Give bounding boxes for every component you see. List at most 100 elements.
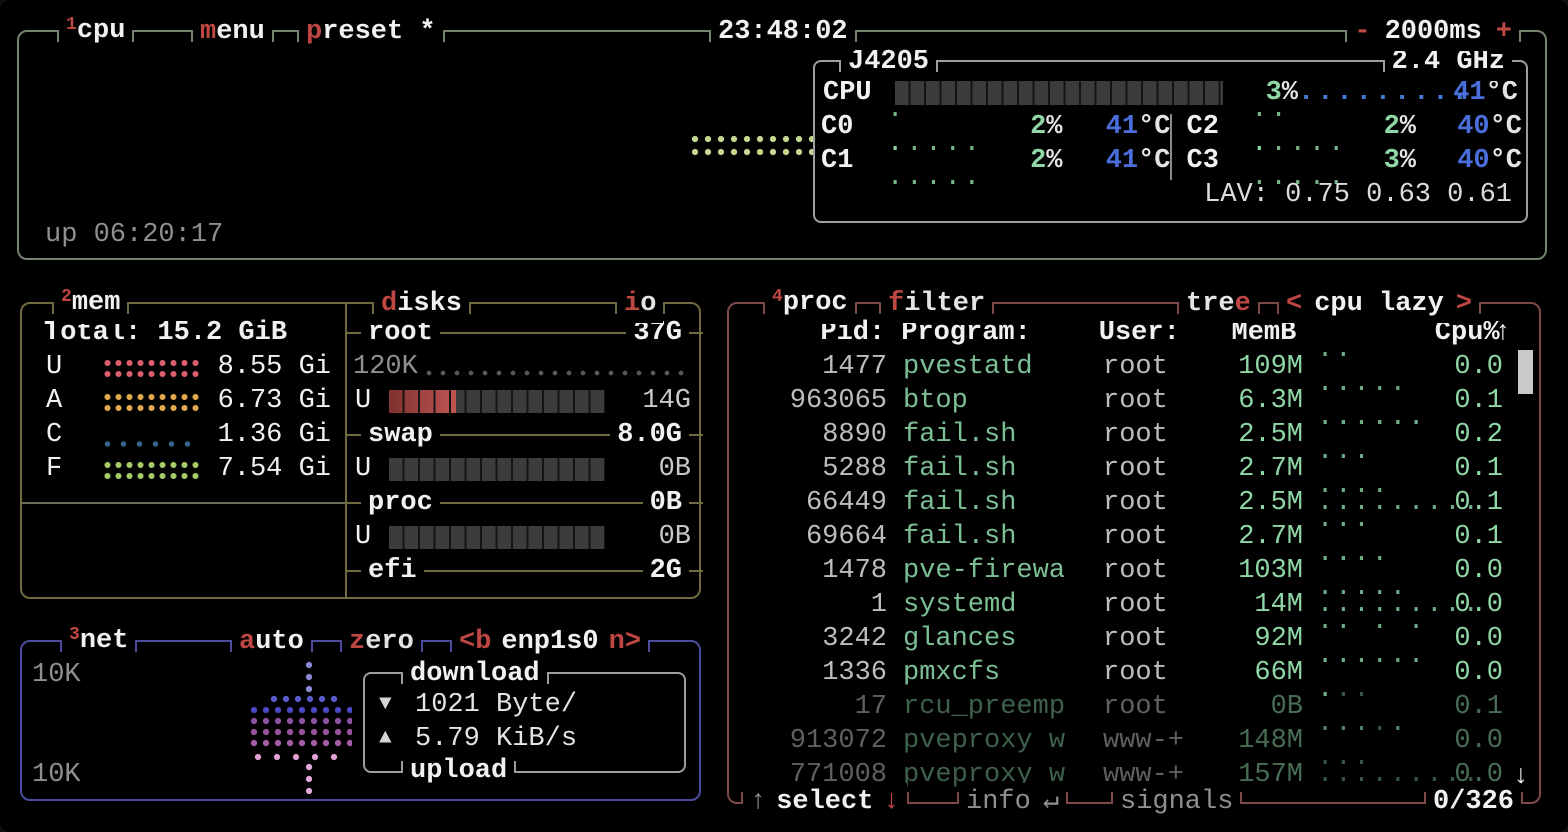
core-c3-label: C3	[1186, 146, 1219, 176]
process-row[interactable]: 1336 pmxcfs root 66M...... . 0.0	[822, 641, 1503, 705]
process-row[interactable]: 5288 fail.sh root 2.7M... .... 0.1	[822, 437, 1503, 501]
core-c2-label: C2	[1186, 112, 1219, 142]
mem-used-value: 8.55 Gi	[217, 352, 331, 382]
disk-root-used-value: 14G	[642, 386, 691, 416]
process-row[interactable]: 1 systemd root 14M......... 0.0	[870, 590, 1503, 620]
select-up-icon[interactable]: ↑	[750, 787, 767, 817]
disks-hotkey: d	[381, 289, 398, 319]
mem-box-title[interactable]: 2mem	[52, 284, 130, 324]
process-row[interactable]: 1477 pvestatd root 109M.. ..... 0.0	[822, 335, 1503, 399]
disk-root-used-bar	[389, 389, 605, 413]
disk-proc-used-bar	[389, 525, 605, 549]
column-mem[interactable]: MemB	[1231, 318, 1297, 348]
cpu-box-hotkey: 1	[66, 15, 77, 35]
disks-column: root 37G 120K U 14G swap 8.0G U 0B	[347, 304, 703, 597]
process-row[interactable]: 8890 fail.sh root 2.5M.. ... . 0.2	[822, 403, 1503, 467]
core-c0-temp: 41	[1105, 112, 1139, 142]
cpu-total-row: CPU 3% ......... 41°C	[823, 78, 1518, 108]
filter-button[interactable]: filter	[879, 285, 995, 323]
net-auto-toggle[interactable]: auto	[230, 623, 313, 661]
net-iface-next-button[interactable]: n>	[608, 627, 642, 657]
process-row[interactable]: 3242 glances root 92M.. . . . 0.0	[822, 607, 1503, 671]
column-program[interactable]: Program:	[901, 318, 1031, 348]
cpu-usage-graph	[691, 134, 819, 160]
net-scale-bottom: 10K	[32, 760, 81, 790]
column-user[interactable]: User:	[1098, 318, 1180, 348]
mem-box-label: mem	[71, 288, 121, 318]
cpu-model: J4205	[839, 43, 939, 81]
update-interval: -2000ms +	[1345, 13, 1521, 51]
enter-key-icon: ↵	[1042, 787, 1060, 817]
info-button[interactable]: info ↵	[957, 783, 1069, 821]
signals-button[interactable]: signals	[1111, 783, 1243, 821]
download-arrow-icon: ▼	[379, 693, 392, 716]
process-row[interactable]: 66449 fail.sh root 2.5M......... 0.1	[805, 488, 1503, 518]
mem-disks-divider	[345, 304, 347, 597]
scrollbar-thumb[interactable]	[1518, 350, 1533, 394]
mem-free-graph	[104, 461, 199, 483]
disks-label: isks	[397, 289, 463, 319]
disk-efi-name: efi	[361, 554, 424, 588]
mem-used-graph	[104, 359, 199, 381]
core-c2-graph: .. .....	[1251, 95, 1348, 159]
mem-used-row: U 8.55 Gi	[22, 350, 345, 384]
selection-position: 0/326	[1423, 783, 1523, 821]
scroll-up-icon[interactable]: ↑	[1494, 318, 1511, 348]
disk-swap-name: swap	[361, 418, 440, 452]
net-box-title[interactable]: 3net	[60, 622, 138, 662]
interval-decrease-button[interactable]: -	[1354, 17, 1371, 47]
process-row[interactable]: 913072 pveproxy w www-+ 148M..... ... 0.0	[789, 709, 1503, 773]
cpu-box-title[interactable]: 1cpu	[57, 12, 135, 52]
select-down-icon[interactable]: ↓	[883, 787, 900, 817]
cpu-total-temp: 41	[1453, 78, 1486, 108]
disks-toggle[interactable]: disks	[372, 285, 472, 323]
upload-title: upload	[401, 752, 517, 790]
net-box-label: net	[79, 626, 129, 656]
process-row[interactable]: 69664 fail.sh root 2.7M... .... 0.1	[805, 505, 1503, 569]
sort-prev-button[interactable]: <	[1286, 289, 1303, 319]
select-controls[interactable]: ↑ select ↓	[741, 783, 909, 821]
core-c0-graph: . .....	[887, 95, 984, 159]
process-row[interactable]: 17 rcu_preemp root 0B... ... . 0.1	[854, 675, 1503, 739]
download-speed-value: 1021 Byte/	[415, 690, 578, 720]
core-column-divider	[1170, 114, 1172, 180]
cpu-box: 1cpu menu preset * 23:48:02 -2000ms + up …	[17, 12, 1547, 260]
disk-efi-size: 2G	[642, 554, 689, 588]
mem-free-key: F	[46, 454, 63, 484]
upload-arrow-icon: ▲	[379, 727, 392, 750]
net-zero-toggle[interactable]: zero	[340, 623, 423, 661]
core-c1-percent: 2	[1030, 146, 1047, 176]
disk-swap-size: 8.0G	[610, 418, 689, 452]
proc-box-title[interactable]: 4proc	[763, 284, 857, 324]
process-row[interactable]: 963065 btop root 6.3M.. ...... 0.1	[789, 369, 1503, 433]
net-iface-name: enp1s0	[501, 627, 599, 657]
disk-efi-header: efi 2G	[347, 554, 703, 588]
net-interface-switcher: <b enp1s0 n>	[450, 623, 651, 661]
disk-swap-used-value: 0B	[658, 454, 691, 484]
tree-label: tre	[1186, 289, 1235, 319]
io-toggle[interactable]: io	[615, 285, 666, 323]
mem-box: 2mem disks io Total: 15.2 GiB U 8.55 Gi …	[20, 284, 703, 599]
process-row[interactable]: 1478 pve-firewa root 103M.. ..... 0.0	[822, 539, 1503, 603]
cpu-box-label: cpu	[76, 16, 126, 46]
proc-box: 4proc filter tree < cpu lazy > Pid: Progra…	[727, 284, 1541, 821]
interval-increase-button[interactable]: +	[1495, 17, 1512, 47]
preset-button[interactable]: preset *	[297, 13, 445, 51]
menu-label: enu	[216, 17, 265, 47]
menu-button[interactable]: menu	[191, 13, 274, 51]
tree-toggle[interactable]: tree	[1177, 285, 1260, 323]
filter-hotkey: f	[888, 289, 905, 319]
disk-swap-used-row: U 0B	[355, 454, 691, 484]
core-row-1: C0 . ..... 2% 41°C C2 .. ..... 2% 40°C	[821, 95, 1522, 159]
net-iface-prev-button[interactable]: <b	[459, 627, 492, 657]
clock: 23:48:02	[709, 13, 857, 51]
sort-next-button[interactable]: >	[1455, 289, 1473, 319]
mem-stats-column: Total: 15.2 GiB U 8.55 Gi A 6.73 Gi C 1.…	[22, 304, 345, 597]
net-box: 3net auto zero <b enp1s0 n> 10K 10K	[20, 622, 701, 801]
column-cpu[interactable]: Cpu%	[1434, 318, 1500, 348]
mem-used-key: U	[46, 352, 63, 382]
mem-cached-row: C 1.36 Gi	[22, 418, 345, 452]
preset-label: reset *	[322, 17, 436, 47]
filter-label: ilter	[904, 289, 986, 319]
load-average-label: LAV:	[1204, 180, 1269, 210]
